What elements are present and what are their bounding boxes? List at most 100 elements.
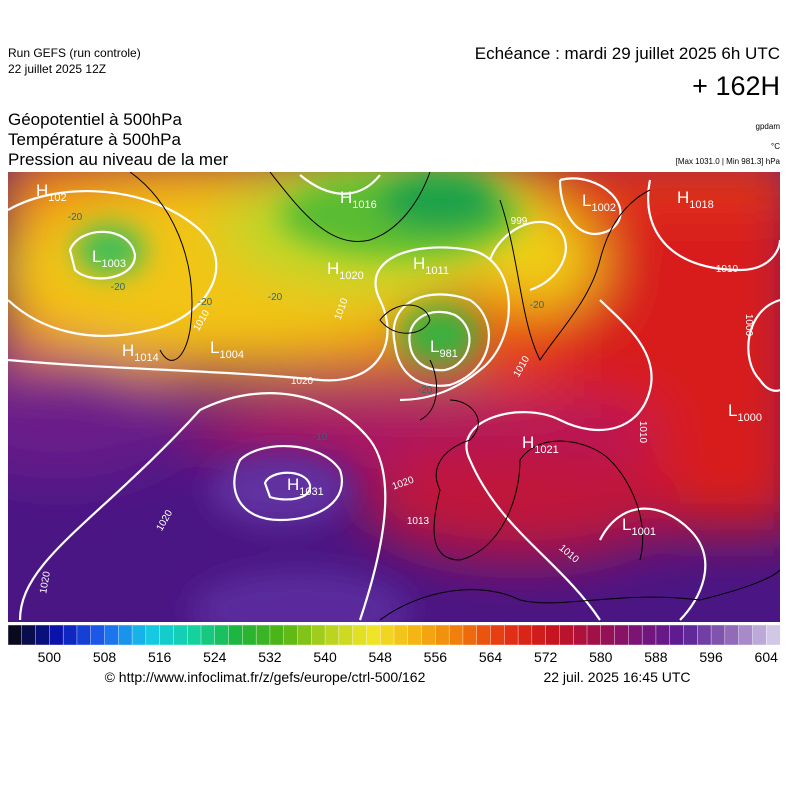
center-value: 1014 [134, 352, 158, 364]
pressure-center: H1018 [677, 188, 714, 211]
colorbar-swatch [393, 624, 409, 646]
colorbar-tick-label: 572 [534, 649, 558, 665]
center-value: 102 [48, 192, 66, 204]
colorbar-swatch [214, 624, 230, 646]
center-value: 1016 [352, 199, 376, 211]
isobar-label: 1020 [38, 570, 53, 594]
colorbar-swatch [504, 624, 519, 646]
field-title: Pression au niveau de la mer [8, 150, 229, 169]
temperature-label: -20 [68, 212, 83, 223]
isobar-label: 999 [511, 216, 528, 227]
field-unit: [Max 1031.0 | Min 981.3] hPa [676, 157, 781, 166]
colorbar-swatch [228, 624, 243, 646]
isobar-label: 1020 [291, 376, 314, 387]
colorbar-swatch [531, 624, 547, 646]
colorbar-swatch [49, 624, 64, 646]
pressure-center: H1031 [287, 475, 324, 498]
map-field [8, 172, 780, 622]
colorbar-tick-label: 564 [479, 649, 503, 665]
field-unit: °C [771, 142, 780, 151]
center-symbol: H [522, 433, 534, 452]
colorbar-swatch [586, 624, 602, 646]
center-symbol: L [582, 191, 591, 210]
lead-time: + 162H [692, 71, 780, 101]
pressure-center: L981 [430, 337, 458, 360]
run-date: 22 juillet 2025 12Z [8, 62, 106, 76]
colorbar-swatch [297, 624, 312, 646]
isobar-label: 1013 [407, 516, 430, 527]
field-title: Géopotentiel à 500hPa [8, 110, 182, 129]
colorbar-swatch [766, 624, 781, 646]
colorbar-tick-label: 524 [203, 649, 227, 665]
colorbar-swatch [697, 624, 712, 646]
colorbar-swatch [283, 624, 299, 646]
center-value: 1002 [591, 202, 615, 214]
center-symbol: H [287, 475, 299, 494]
center-value: 981 [439, 348, 457, 360]
colorbar-swatch [118, 624, 133, 646]
colorbar: 500 508 516 524 532 540 548 556 564 572 580 588 596 6… [7, 624, 781, 665]
colorbar-swatch [187, 624, 202, 646]
center-symbol: H [413, 254, 425, 273]
colorbar-swatch [614, 624, 629, 646]
center-value: 1004 [219, 349, 243, 361]
center-value: 1020 [339, 270, 363, 282]
colorbar-swatch [600, 624, 616, 646]
colorbar-tick-label: 540 [313, 649, 337, 665]
colorbar-swatch [669, 624, 685, 646]
colorbar-tick-label: 508 [93, 649, 117, 665]
pressure-center: H1021 [522, 433, 559, 456]
isobar-label: 1000 [743, 314, 754, 337]
center-value: 1018 [689, 199, 713, 211]
coastlines [129, 172, 780, 621]
colorbar-swatch [7, 624, 23, 646]
temperature-label: -20 [111, 282, 126, 293]
center-symbol: H [327, 259, 339, 278]
colorbar-swatch [752, 624, 767, 646]
isobar-label: 1010 [716, 264, 739, 275]
center-value: 1001 [631, 526, 655, 538]
colorbar-swatch [559, 624, 574, 646]
colorbar-swatch [462, 624, 478, 646]
colorbar-swatch [338, 624, 354, 646]
isobars [8, 174, 780, 621]
colorbar-swatch [21, 624, 37, 646]
colorbar-swatch [435, 624, 450, 646]
colorbar-swatch [90, 624, 106, 646]
pressure-center: H1014 [122, 341, 159, 364]
center-symbol: L [430, 337, 439, 356]
center-symbol: L [210, 338, 219, 357]
isobar-label: 1010 [637, 421, 648, 444]
colorbar-tick-label: 596 [699, 649, 723, 665]
colorbar-swatch [545, 624, 560, 646]
colorbar-tick-label: 516 [148, 649, 172, 665]
colorbar-swatch [641, 624, 657, 646]
colorbar-swatch [476, 624, 492, 646]
colorbar-swatch [628, 624, 643, 646]
center-symbol: H [122, 341, 134, 360]
colorbar-swatch [517, 624, 533, 646]
colorbar-tick-label: 588 [644, 649, 668, 665]
generated-time: 22 juil. 2025 16:45 UTC [543, 669, 690, 685]
center-value: 1031 [299, 486, 323, 498]
colorbar-swatch [421, 624, 436, 646]
colorbar-swatch [710, 624, 726, 646]
colorbar-swatch [200, 624, 216, 646]
temperature-label: -10 [313, 432, 328, 443]
colorbar-swatch [159, 624, 174, 646]
pressure-center: L1003 [92, 247, 126, 270]
colorbar-swatch [35, 624, 50, 646]
temperature-label: -20 [268, 292, 283, 303]
colorbar-swatch [448, 624, 464, 646]
temperature-label: -20 [418, 385, 433, 396]
colorbar-swatch [655, 624, 671, 646]
center-value: 1011 [425, 265, 449, 277]
pressure-center: L1001 [622, 515, 656, 538]
field-title: Température à 500hPa [8, 130, 181, 149]
center-symbol: L [622, 515, 631, 534]
colorbar-swatch [573, 624, 588, 646]
center-value: 1021 [534, 444, 558, 456]
colorbar-swatch [738, 624, 753, 646]
center-symbol: L [92, 247, 101, 266]
